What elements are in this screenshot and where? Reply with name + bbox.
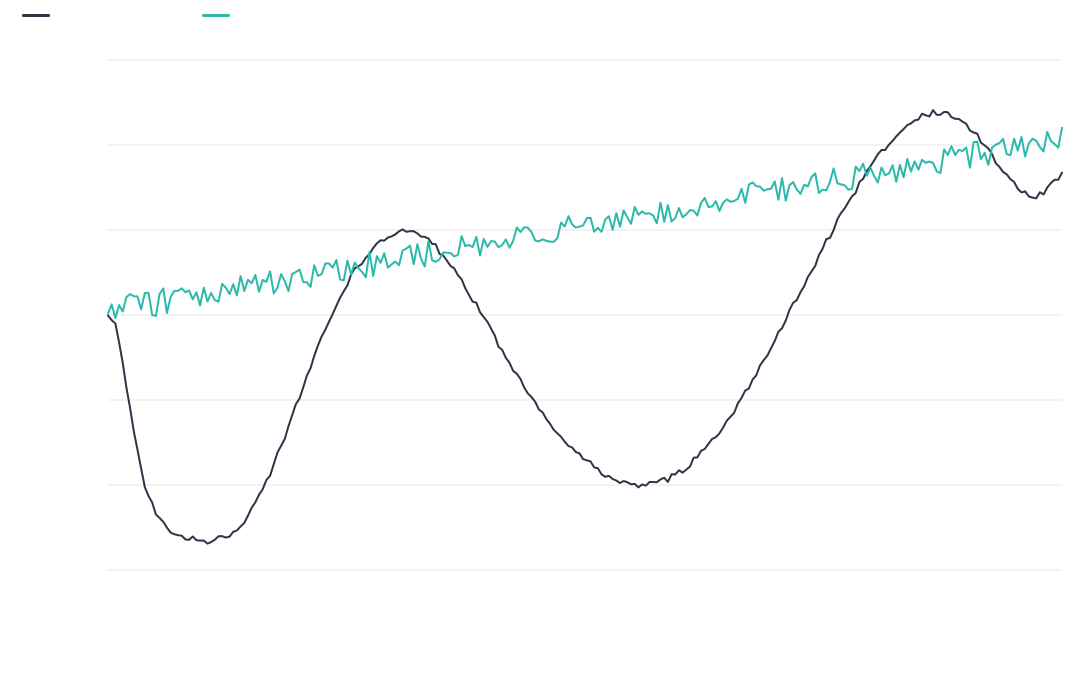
chart-svg [0,0,1078,678]
gridlines [108,60,1062,570]
line-chart [0,0,1078,678]
series-series-a [108,110,1062,543]
legend [22,14,230,17]
series-series-b [108,128,1062,318]
